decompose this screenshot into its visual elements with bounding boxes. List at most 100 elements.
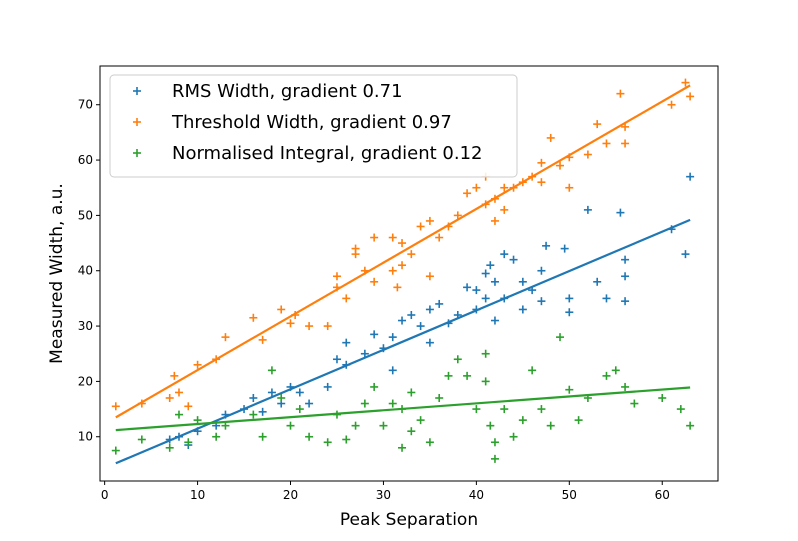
data-point xyxy=(472,286,481,295)
data-point xyxy=(500,205,509,214)
data-point xyxy=(425,338,434,347)
fit-line xyxy=(115,84,691,419)
data-point xyxy=(486,261,495,270)
data-point xyxy=(560,244,569,253)
data-point xyxy=(500,183,509,192)
legend: RMS Width, gradient 0.71 Threshold Width,… xyxy=(109,74,518,178)
data-point xyxy=(490,216,499,225)
data-point xyxy=(616,89,625,98)
data-point xyxy=(435,394,444,402)
data-point xyxy=(681,78,690,87)
data-point xyxy=(407,388,416,397)
data-point xyxy=(630,399,639,408)
data-point xyxy=(323,322,332,331)
data-point xyxy=(435,233,444,242)
y-tick-label: 60 xyxy=(78,153,93,167)
data-point xyxy=(444,371,453,380)
data-point xyxy=(435,299,444,308)
data-point xyxy=(407,250,416,259)
data-point xyxy=(472,405,481,414)
data-point xyxy=(193,416,202,425)
data-point xyxy=(676,405,685,414)
data-point xyxy=(481,349,490,358)
y-tick-label: 70 xyxy=(78,98,93,112)
data-point xyxy=(667,100,676,109)
data-point xyxy=(565,308,574,317)
data-point xyxy=(295,388,304,397)
data-point xyxy=(565,294,574,303)
x-tick-label: 30 xyxy=(376,488,391,502)
data-point xyxy=(621,255,630,264)
data-point xyxy=(370,330,379,339)
x-tick-label: 0 xyxy=(101,488,109,502)
data-point xyxy=(425,272,434,281)
data-point xyxy=(370,382,379,391)
data-point xyxy=(258,335,267,344)
data-point xyxy=(370,233,379,242)
data-point xyxy=(518,277,527,286)
data-point xyxy=(249,394,258,402)
data-point xyxy=(398,239,407,248)
data-point xyxy=(342,435,351,444)
data-point xyxy=(574,416,583,425)
y-tick-label: 10 xyxy=(78,430,93,444)
data-point xyxy=(472,183,481,192)
data-point xyxy=(305,322,314,331)
data-point xyxy=(686,92,695,101)
data-point xyxy=(565,183,574,192)
y-tick-label: 40 xyxy=(78,264,93,278)
data-point xyxy=(602,294,611,303)
data-point xyxy=(593,277,602,286)
x-axis-ticks: 0 10 20 30 40 50 60 xyxy=(101,481,670,502)
data-point xyxy=(342,294,351,303)
data-point xyxy=(486,421,495,430)
data-point xyxy=(490,438,499,447)
data-point xyxy=(518,305,527,314)
data-point xyxy=(393,283,402,292)
data-point xyxy=(379,421,388,430)
data-point xyxy=(537,178,546,187)
data-point xyxy=(111,446,120,455)
y-axis-label: Measured Width, a.u. xyxy=(47,183,67,364)
data-point xyxy=(621,139,630,148)
data-point xyxy=(277,394,286,402)
data-point xyxy=(165,443,174,452)
data-point xyxy=(193,360,202,369)
data-point xyxy=(388,366,397,375)
data-point xyxy=(323,438,332,447)
data-point xyxy=(332,355,341,364)
data-point xyxy=(490,454,499,463)
data-point xyxy=(111,402,120,411)
data-point xyxy=(490,316,499,325)
data-point xyxy=(537,266,546,275)
data-point xyxy=(593,120,602,129)
y-axis-ticks: 10 20 30 40 50 60 70 xyxy=(78,98,100,444)
data-point xyxy=(286,319,295,328)
data-point xyxy=(463,371,472,380)
data-point xyxy=(267,388,276,397)
data-point xyxy=(174,410,183,419)
x-tick-label: 60 xyxy=(655,488,670,502)
data-point xyxy=(542,241,551,250)
data-point xyxy=(351,244,360,253)
data-point xyxy=(481,269,490,278)
legend-label: Normalised Integral, gradient 0.12 xyxy=(172,143,483,164)
data-point xyxy=(509,255,518,264)
data-point xyxy=(332,272,341,281)
data-point xyxy=(616,208,625,217)
data-point xyxy=(184,402,193,411)
legend-label: RMS Width, gradient 0.71 xyxy=(172,81,403,102)
data-point xyxy=(258,407,267,416)
data-point xyxy=(174,388,183,397)
x-axis-label: Peak Separation xyxy=(340,510,478,530)
data-point xyxy=(583,205,592,214)
y-tick-label: 30 xyxy=(78,319,93,333)
data-point xyxy=(509,432,518,441)
data-point xyxy=(137,435,146,444)
data-point xyxy=(481,294,490,303)
data-point xyxy=(398,316,407,325)
data-point xyxy=(453,211,462,220)
data-point xyxy=(342,338,351,347)
data-point xyxy=(249,410,258,419)
data-point xyxy=(583,150,592,159)
